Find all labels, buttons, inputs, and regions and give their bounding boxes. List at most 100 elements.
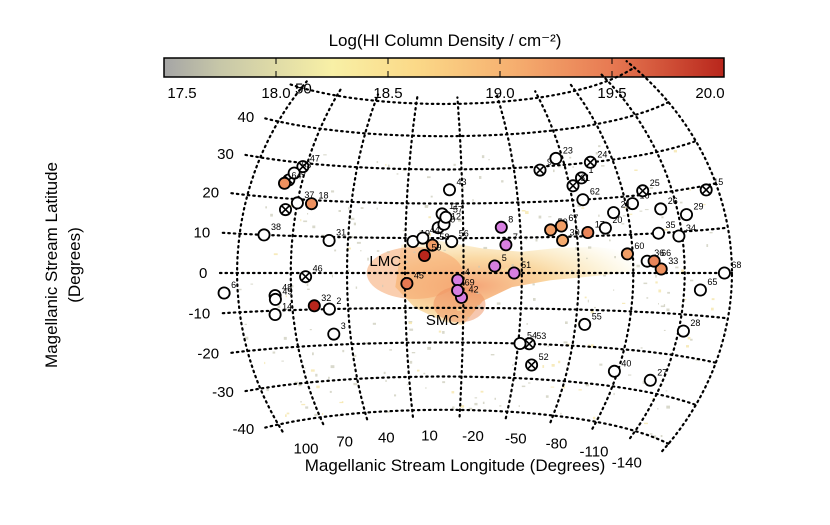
sightline-57[interactable]: 57 [439, 204, 463, 224]
sightline-64[interactable]: 64 [277, 170, 302, 190]
sightline-1[interactable]: 1 [575, 165, 594, 185]
emission-speck [658, 303, 659, 305]
sightline-23[interactable]: 23 [549, 145, 573, 165]
cross-mark-icon [586, 157, 595, 167]
sightline-18[interactable]: 18 [304, 191, 329, 211]
sightline-3[interactable]: 3 [327, 321, 346, 341]
sightline-46[interactable]: 46 [299, 264, 323, 284]
sightline-14[interactable]: 14 [268, 302, 293, 321]
emission-speck [410, 307, 415, 309]
sightline-26[interactable]: 26 [654, 196, 678, 216]
sightline-52[interactable]: 52 [525, 352, 549, 372]
emission-speck [477, 305, 481, 308]
emission-speck [331, 190, 335, 193]
sightline-37[interactable]: 37 [290, 190, 315, 210]
sightline-38[interactable]: 38 [257, 222, 281, 242]
sightline-21[interactable]: 21 [607, 200, 631, 220]
emission-speck [314, 413, 318, 417]
emission-speck [341, 401, 344, 403]
sightline-8[interactable]: 8 [494, 214, 514, 234]
emission-speck [478, 265, 480, 268]
sightline-54[interactable]: 54 [513, 331, 537, 350]
sightline-label: 56 [459, 229, 469, 239]
sightline-66[interactable]: 66 [647, 248, 672, 268]
sightline-68[interactable]: 68 [717, 260, 742, 280]
sightline-15[interactable]: 15 [699, 177, 724, 197]
sightline-30[interactable]: 30 [556, 227, 580, 247]
sightline-6[interactable]: 6 [217, 280, 237, 300]
emission-speck [480, 390, 484, 393]
emission-speck [306, 283, 309, 287]
sightline-marker [576, 193, 590, 207]
sightline-27[interactable]: 27 [643, 367, 668, 387]
emission-speck [646, 297, 649, 299]
cross-mark-icon [701, 185, 711, 195]
sightline-17[interactable]: 17 [581, 220, 605, 239]
sightline-58[interactable]: 58 [425, 232, 450, 252]
emission-speck [521, 385, 526, 388]
sightline-44[interactable]: 44 [416, 225, 440, 245]
sightline-35[interactable]: 35 [652, 220, 676, 240]
emission-speck [322, 413, 324, 415]
sightline-29[interactable]: 29 [680, 202, 704, 222]
emission-speck [468, 407, 473, 410]
y-tick-label: -20 [197, 346, 219, 363]
y-tick-label: 10 [194, 224, 211, 241]
sightline-65[interactable]: 65 [693, 277, 718, 297]
sightline-label: 24 [597, 149, 607, 159]
sightline-43[interactable]: 43 [442, 177, 467, 197]
emission-speck [501, 180, 504, 183]
x-tick-label: 100 [293, 441, 318, 458]
sightline-marker [578, 317, 592, 331]
sightline-69[interactable]: 69 [451, 278, 475, 297]
sightline-47[interactable]: 47 [296, 154, 320, 174]
sightline-label: 5 [502, 253, 507, 263]
emission-speck [595, 152, 599, 155]
emission-speck [272, 351, 276, 354]
sightline-45[interactable]: 45 [400, 271, 424, 290]
emission-speck [312, 225, 316, 229]
sightline-60[interactable]: 60 [620, 241, 645, 261]
emission-speck [298, 383, 302, 387]
sightline-55[interactable]: 55 [578, 311, 602, 331]
sightline-label: 60 [634, 241, 644, 251]
sightline-marker [607, 364, 621, 378]
sightline-63[interactable]: 63 [287, 160, 312, 180]
sightline-59[interactable]: 59 [417, 243, 442, 262]
sightline-5[interactable]: 5 [488, 253, 507, 273]
emission-speck [481, 155, 485, 159]
latitude-gridline [221, 306, 730, 320]
x-tick-label: -110 [580, 443, 609, 460]
sightline-7[interactable]: 7 [499, 232, 518, 252]
y-tick-label: 0 [199, 265, 207, 282]
sightline-34[interactable]: 34 [672, 223, 696, 243]
emission-speck [661, 216, 664, 219]
sightline-28[interactable]: 28 [676, 318, 701, 338]
sightline-61[interactable]: 61 [566, 173, 590, 193]
sightline-40[interactable]: 40 [607, 358, 632, 378]
colorbar-tick-label: 19.5 [597, 85, 626, 102]
sightline-25[interactable]: 25 [636, 178, 660, 198]
emission-speck [357, 308, 360, 310]
emission-speck [328, 376, 330, 379]
sightline-marker [425, 238, 439, 252]
sightline-20[interactable]: 20 [598, 215, 623, 235]
emission-speck [285, 414, 287, 417]
sightline-56[interactable]: 56 [445, 229, 469, 249]
sightline-67[interactable]: 67 [554, 213, 579, 233]
sightline-51[interactable]: 51 [507, 260, 531, 280]
sightline-32[interactable]: 32 [307, 293, 332, 313]
sightline-label: 17 [595, 220, 605, 230]
emission-speck [577, 204, 582, 207]
emission-speck [330, 365, 335, 369]
sightline-49[interactable]: 49 [268, 286, 293, 306]
y-tick-label: -40 [233, 421, 255, 438]
sightline-31[interactable]: 31 [322, 228, 347, 247]
sightline-9[interactable]: 9 [533, 157, 552, 177]
sightline-33[interactable]: 33 [654, 256, 679, 276]
emission-speck [512, 364, 514, 366]
sightline-24[interactable]: 24 [583, 149, 608, 169]
sightline-2[interactable]: 2 [322, 296, 342, 316]
sightline-62[interactable]: 62 [576, 187, 600, 207]
sightline-label: 48 [282, 283, 292, 293]
